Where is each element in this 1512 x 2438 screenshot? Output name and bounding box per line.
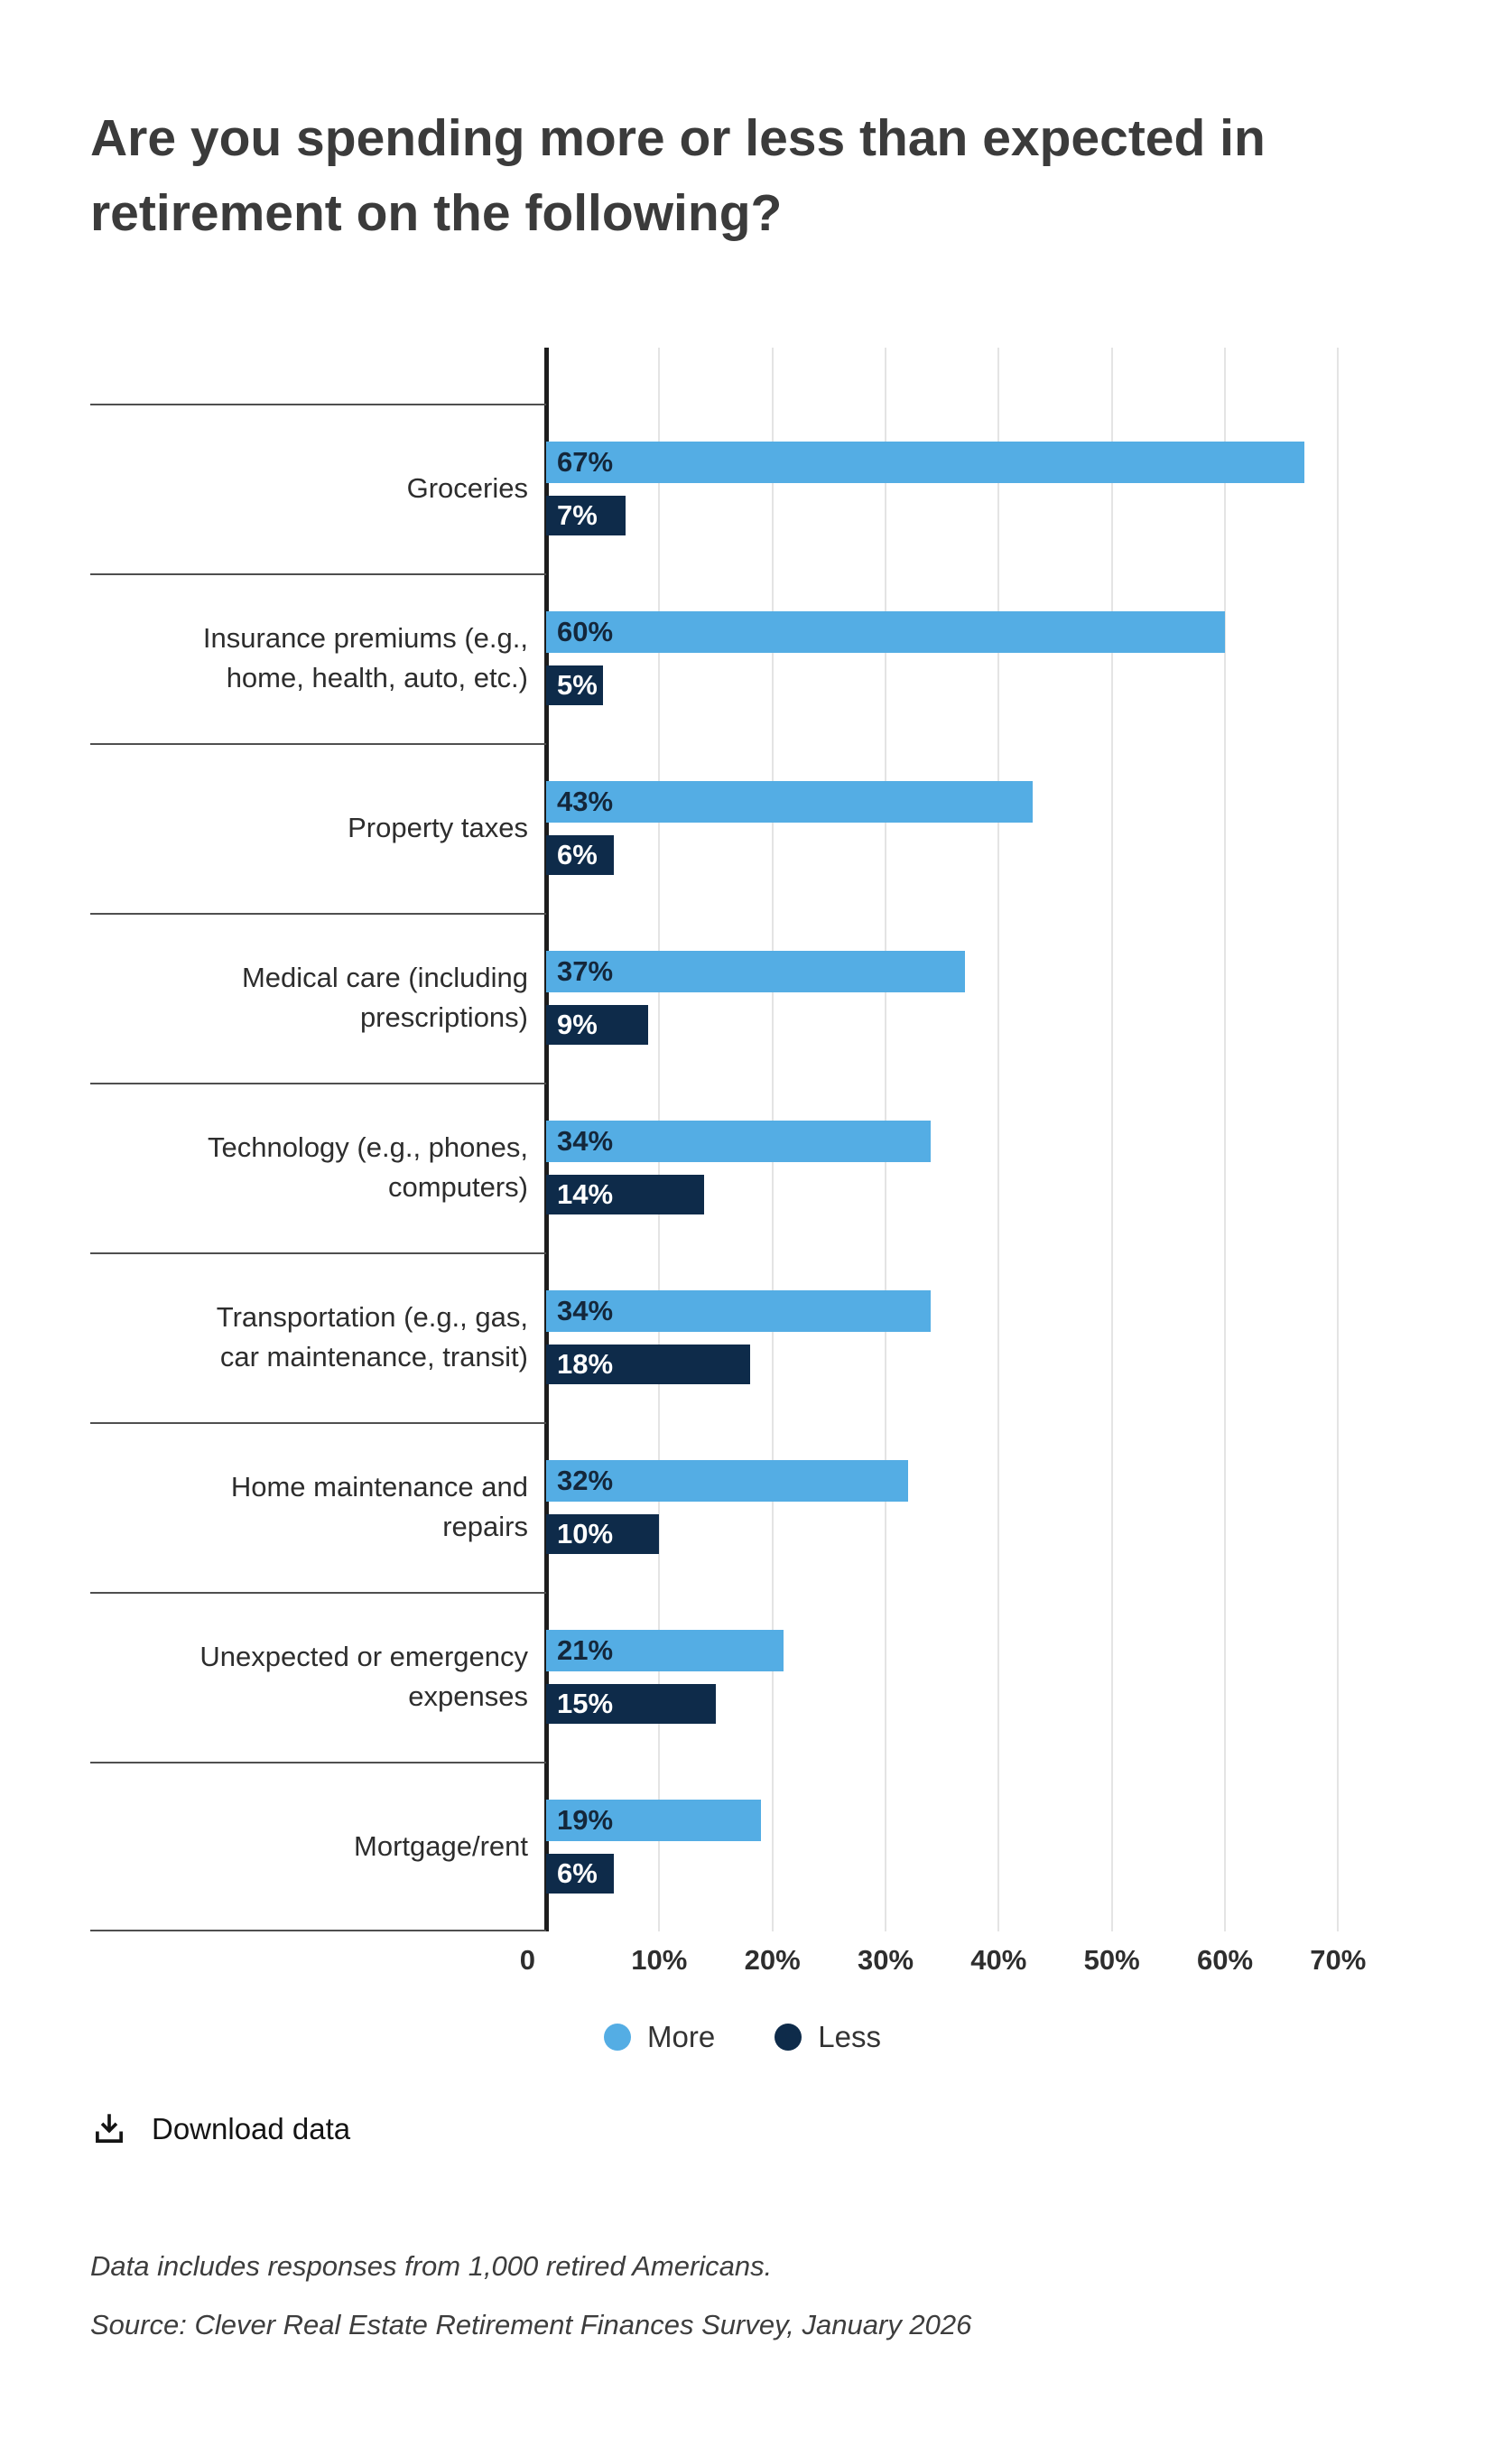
footnote-source: Source: Clever Real Estate Retirement Fi…	[90, 2308, 972, 2340]
legend-dot	[775, 2024, 802, 2052]
download-label: Download data	[152, 2112, 351, 2146]
bar-less[interactable]: 14%	[546, 1175, 705, 1215]
value-label: 9%	[557, 1009, 598, 1041]
footnote-sample: Data includes responses from 1,000 retir…	[90, 2250, 773, 2283]
chart-title: Are you spending more or less than expec…	[90, 109, 1266, 242]
chart-row: Groceries 67% 7%	[90, 404, 1395, 573]
legend-label: More	[647, 2020, 716, 2054]
value-label: 37%	[557, 955, 614, 988]
bar-group: 43% 6%	[546, 743, 1395, 913]
bar-less[interactable]: 18%	[546, 1345, 750, 1385]
bar-group: 32% 10%	[546, 1422, 1395, 1592]
value-label: 43%	[557, 786, 614, 818]
bar-less[interactable]: 6%	[546, 835, 615, 876]
value-label: 6%	[557, 839, 598, 871]
chart-rows: Groceries 67% 7% Insurance premiums (e.g., …	[90, 348, 1395, 1932]
bar-group: 34% 14%	[546, 1083, 1395, 1252]
bar-group: 60% 5%	[546, 573, 1395, 743]
bar-more[interactable]: 37%	[546, 951, 965, 993]
x-tick-label: 50%	[1083, 1944, 1140, 1977]
chart-row: Mortgage/rent 19% 6%	[90, 1762, 1395, 1931]
value-label: 15%	[557, 1688, 614, 1720]
bar-less[interactable]: 7%	[546, 496, 626, 536]
chart-row: Medical care (including prescriptions) 37…	[90, 913, 1395, 1083]
download-data-button[interactable]: Download data	[90, 2110, 350, 2148]
x-tick-label: 10%	[631, 1944, 688, 1977]
bar-group: 37% 9%	[546, 913, 1395, 1083]
value-label: 34%	[557, 1295, 614, 1327]
chart-page: Are you spending more or less than expec…	[90, 109, 1395, 2346]
value-label: 6%	[557, 1857, 598, 1890]
value-label: 60%	[557, 616, 614, 648]
bar-more[interactable]: 19%	[546, 1800, 762, 1842]
bar-group: 21% 15%	[546, 1592, 1395, 1762]
gridline	[1337, 348, 1340, 1932]
gridline	[997, 348, 1000, 1932]
gridline	[1110, 348, 1113, 1932]
value-label: 21%	[557, 1634, 614, 1667]
bar-chart: Groceries 67% 7% Insurance premiums (e.g., …	[90, 348, 1395, 2002]
value-label: 34%	[557, 1125, 614, 1158]
category-label: Technology (e.g., phones, computers)	[207, 1131, 528, 1204]
category-label: Property taxes	[348, 812, 528, 844]
value-label: 7%	[557, 499, 598, 532]
bar-group: 67% 7%	[546, 404, 1395, 573]
chart-row: Transportation (e.g., gas, car maintenan…	[90, 1252, 1395, 1422]
category-label: Home maintenance and repairs	[230, 1471, 528, 1543]
plot-area: Groceries 67% 7% Insurance premiums (e.g., …	[90, 348, 1395, 1932]
x-tick-label: 70%	[1310, 1944, 1367, 1977]
bar-group: 34% 18%	[546, 1252, 1395, 1422]
chart-row: Technology (e.g., phones, computers) 34% 1…	[90, 1083, 1395, 1252]
legend-dot	[604, 2024, 632, 2052]
bar-less[interactable]: 5%	[546, 665, 603, 706]
category-label: Unexpected or emergency expenses	[199, 1641, 528, 1713]
x-tick-label: 20%	[744, 1944, 801, 1977]
chart-row: Home maintenance and repairs 32% 10%	[90, 1422, 1395, 1592]
bar-less[interactable]: 10%	[546, 1514, 660, 1555]
bar-less[interactable]: 6%	[546, 1854, 615, 1894]
bar-more[interactable]: 32%	[546, 1460, 909, 1503]
value-label: 10%	[557, 1518, 614, 1550]
value-label: 67%	[557, 446, 614, 479]
legend-item-more: More	[604, 2020, 715, 2054]
legend-label: Less	[818, 2020, 881, 2054]
bar-less[interactable]: 9%	[546, 1005, 648, 1046]
chart-row: Property taxes 43% 6%	[90, 743, 1395, 913]
value-label: 32%	[557, 1465, 614, 1497]
chart-row: Insurance premiums (e.g., home, health, …	[90, 573, 1395, 743]
bar-more[interactable]: 60%	[546, 611, 1225, 654]
bar-more[interactable]: 34%	[546, 1290, 932, 1333]
footnotes: Data includes responses from 1,000 retir…	[90, 2246, 1395, 2346]
bar-group: 19% 6%	[546, 1762, 1395, 1931]
x-tick-label: 0	[519, 1944, 535, 1977]
bar-more[interactable]: 67%	[546, 442, 1304, 484]
x-axis: 0 10% 20% 30% 40% 50% 60% 70%	[520, 1931, 1395, 2002]
category-label: Insurance premiums (e.g., home, health, …	[202, 622, 528, 694]
bar-more[interactable]: 43%	[546, 781, 1033, 824]
category-label: Mortgage/rent	[354, 1830, 528, 1863]
legend: More Less	[90, 2020, 1395, 2054]
x-tick-label: 60%	[1196, 1944, 1254, 1977]
value-label: 18%	[557, 1348, 614, 1381]
x-tick-label: 30%	[857, 1944, 914, 1977]
x-tick-label: 40%	[970, 1944, 1027, 1977]
bar-less[interactable]: 15%	[546, 1684, 716, 1725]
bar-more[interactable]: 34%	[546, 1121, 932, 1163]
category-label: Transportation (e.g., gas, car maintenan…	[216, 1301, 528, 1373]
bar-more[interactable]: 21%	[546, 1630, 784, 1672]
value-label: 5%	[557, 669, 598, 702]
value-label: 19%	[557, 1804, 614, 1837]
download-icon	[90, 2110, 128, 2148]
chart-row: Unexpected or emergency expenses 21% 15%	[90, 1592, 1395, 1762]
category-label: Groceries	[406, 472, 528, 505]
value-label: 14%	[557, 1178, 614, 1211]
legend-item-less: Less	[775, 2020, 881, 2054]
category-label: Medical care (including prescriptions)	[241, 962, 528, 1034]
gridline	[1224, 348, 1226, 1932]
